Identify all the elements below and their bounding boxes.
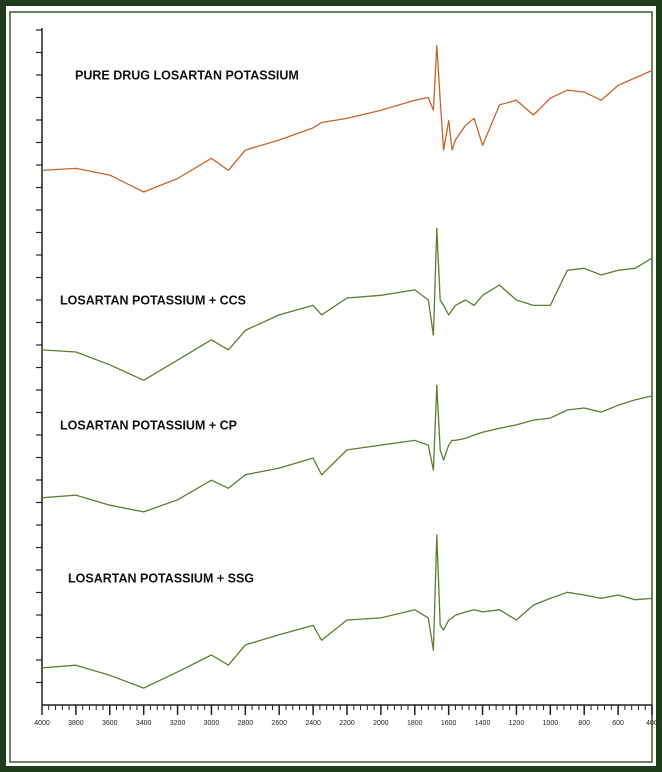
- inner-frame: [9, 11, 653, 763]
- spectrum-line: [41, 384, 653, 513]
- x-tick-label: 4000: [34, 720, 50, 727]
- x-tick-label: 3400: [136, 720, 152, 727]
- x-tick-label: 600: [612, 720, 624, 727]
- x-tick-label: 2400: [305, 720, 321, 727]
- x-tick-label: 3600: [102, 720, 118, 727]
- series-label: LOSARTAN POTASSIUM + CP: [60, 418, 237, 432]
- x-tick-label: 2000: [373, 720, 389, 727]
- x-tick-label: 3000: [204, 720, 220, 727]
- spectrum-line: [41, 44, 653, 193]
- series-label: LOSARTAN POTASSIUM + CCS: [60, 293, 246, 307]
- x-tick-label: 1000: [543, 720, 559, 727]
- series-label: PURE DRUG LOSARTAN POTASSIUM: [75, 68, 299, 82]
- x-tick-label: 800: [578, 720, 590, 727]
- spectrum-line: [41, 534, 653, 689]
- series-label: LOSARTAN POTASSIUM + SSG: [68, 571, 254, 585]
- x-tick-label: 400: [646, 720, 658, 727]
- spectrum-line: [41, 227, 653, 381]
- x-tick-label: 2200: [339, 720, 355, 727]
- x-tick-label: 1200: [509, 720, 525, 727]
- x-tick-label: 3800: [68, 720, 84, 727]
- x-tick-label: 3200: [170, 720, 186, 727]
- x-tick-label: 2600: [271, 720, 287, 727]
- x-tick-label: 2800: [238, 720, 254, 727]
- x-tick-label: 1800: [407, 720, 423, 727]
- x-tick-label: 1400: [475, 720, 491, 727]
- x-tick-label: 1600: [441, 720, 457, 727]
